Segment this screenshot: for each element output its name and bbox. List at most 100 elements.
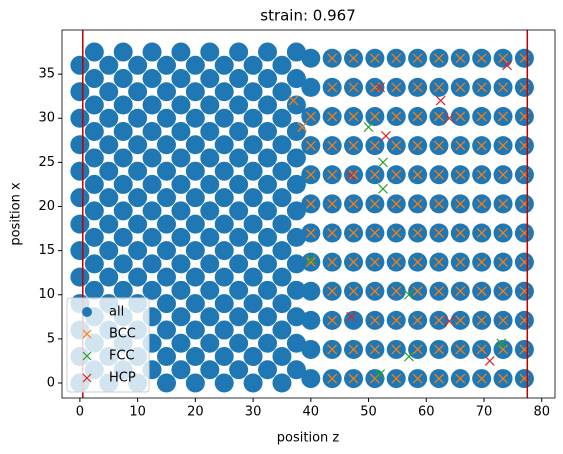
cross-marker — [498, 344, 508, 355]
point — [171, 227, 191, 247]
point — [229, 307, 249, 327]
point — [70, 267, 90, 287]
cross-marker — [82, 373, 92, 383]
cross-marker — [455, 228, 466, 238]
point — [214, 82, 234, 102]
point — [171, 333, 191, 353]
point — [113, 254, 133, 274]
point — [229, 254, 249, 274]
cross-marker — [476, 111, 487, 122]
cross-marker — [346, 311, 357, 322]
cross-marker — [498, 82, 508, 93]
point — [99, 82, 119, 102]
point — [214, 294, 234, 314]
cross-stroke — [82, 329, 92, 339]
cross-stroke — [476, 111, 487, 122]
cross-stroke — [327, 344, 338, 355]
point — [156, 267, 176, 287]
cross-stroke — [476, 198, 487, 209]
point — [84, 69, 104, 89]
cross-marker — [476, 140, 487, 151]
cross-stroke — [455, 82, 466, 93]
cross-stroke — [476, 257, 487, 268]
cross-stroke — [434, 257, 444, 268]
point — [286, 69, 306, 89]
point — [229, 148, 249, 168]
point — [142, 95, 162, 115]
cross-stroke — [455, 315, 466, 326]
cross-stroke — [369, 228, 380, 238]
cross-marker — [378, 157, 388, 168]
point — [156, 294, 176, 314]
point — [171, 148, 191, 168]
cross-stroke — [498, 257, 508, 268]
point — [70, 135, 90, 155]
point — [243, 373, 263, 393]
y-axis-label: position x — [9, 182, 24, 246]
point — [84, 42, 104, 62]
point — [185, 373, 205, 393]
point — [113, 227, 133, 247]
x-tick-label: 30 — [245, 405, 262, 420]
point — [229, 121, 249, 141]
cross-stroke — [412, 315, 423, 326]
point — [156, 188, 176, 208]
y-tick-label: 0 — [47, 375, 55, 390]
cross-stroke — [412, 140, 423, 151]
point — [214, 188, 234, 208]
cross-stroke — [82, 373, 92, 383]
x-tick-label: 10 — [129, 405, 146, 420]
point — [128, 161, 148, 181]
cross-marker — [375, 82, 386, 93]
point — [243, 161, 263, 181]
point — [272, 320, 292, 340]
y-tick-label: 10 — [38, 287, 55, 302]
cross-marker — [369, 286, 380, 297]
point — [142, 148, 162, 168]
cross-marker — [412, 286, 423, 297]
point — [272, 214, 292, 234]
cross-marker — [498, 111, 508, 122]
cross-marker — [496, 338, 507, 349]
cross-marker — [434, 111, 444, 122]
point — [243, 108, 263, 128]
point — [200, 69, 220, 89]
cross-marker — [484, 356, 495, 366]
point — [286, 333, 306, 353]
cross-stroke — [369, 344, 380, 355]
point — [258, 307, 278, 327]
cross-stroke — [391, 373, 402, 384]
cross-stroke — [412, 198, 423, 209]
point — [99, 188, 119, 208]
cross-stroke — [444, 113, 455, 124]
point — [258, 69, 278, 89]
point — [229, 280, 249, 300]
cross-marker — [498, 169, 508, 180]
point — [99, 135, 119, 155]
cross-stroke — [455, 286, 466, 297]
point — [214, 214, 234, 234]
point — [99, 161, 119, 181]
cross-marker — [455, 198, 466, 209]
cross-stroke — [455, 198, 466, 209]
point — [229, 360, 249, 380]
cross-stroke — [498, 169, 508, 180]
cross-stroke — [476, 140, 487, 151]
point — [142, 69, 162, 89]
cross-marker — [327, 198, 338, 209]
point — [70, 241, 90, 261]
cross-stroke — [305, 254, 316, 265]
point — [229, 69, 249, 89]
point — [156, 161, 176, 181]
cross-stroke — [484, 356, 495, 366]
cross-marker — [412, 373, 423, 384]
cross-marker — [498, 286, 508, 297]
cross-stroke — [305, 257, 316, 268]
cross-marker — [455, 373, 466, 384]
cross-marker — [297, 122, 308, 132]
cross-marker — [346, 170, 357, 181]
point — [185, 161, 205, 181]
cross-marker — [305, 198, 316, 209]
point — [243, 241, 263, 261]
point — [171, 201, 191, 221]
